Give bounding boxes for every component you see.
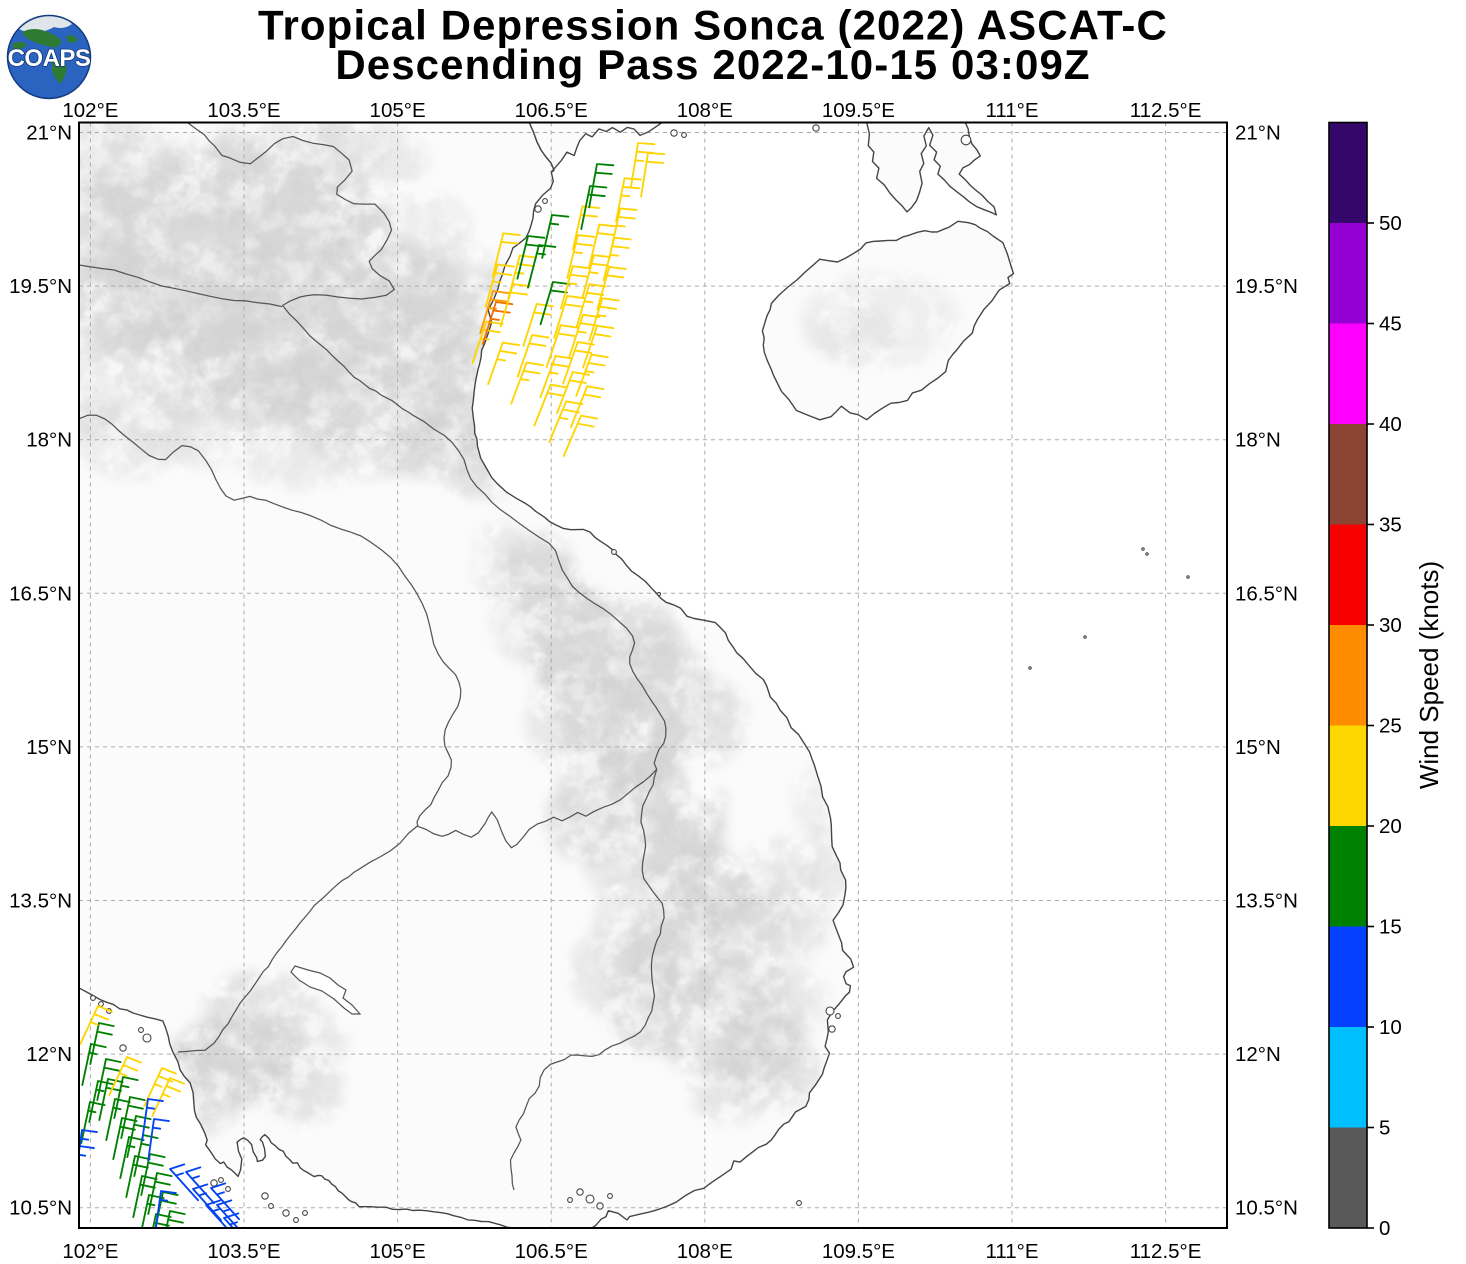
- svg-text:25: 25: [1379, 715, 1402, 738]
- svg-text:12°N: 12°N: [26, 1043, 72, 1066]
- svg-text:12°N: 12°N: [1235, 1043, 1281, 1066]
- svg-text:13.5°N: 13.5°N: [1235, 890, 1298, 913]
- svg-text:50: 50: [1379, 212, 1402, 235]
- svg-text:108°E: 108°E: [677, 99, 733, 122]
- svg-text:45: 45: [1379, 313, 1402, 336]
- svg-text:111°E: 111°E: [985, 1240, 1038, 1263]
- svg-text:103.5°E: 103.5°E: [207, 99, 280, 122]
- svg-text:0: 0: [1379, 1217, 1390, 1240]
- svg-text:112.5°E: 112.5°E: [1130, 99, 1202, 122]
- svg-text:COAPS: COAPS: [8, 45, 91, 72]
- svg-text:102°E: 102°E: [62, 99, 118, 122]
- svg-text:10: 10: [1379, 1016, 1402, 1039]
- svg-text:21°N: 21°N: [1235, 122, 1281, 145]
- svg-text:19.5°N: 19.5°N: [9, 275, 72, 298]
- svg-text:18°N: 18°N: [1235, 429, 1281, 452]
- svg-text:21°N: 21°N: [26, 122, 72, 145]
- svg-text:40: 40: [1379, 413, 1402, 436]
- svg-text:109.5°E: 109.5°E: [822, 1240, 895, 1263]
- svg-text:102°E: 102°E: [62, 1240, 118, 1263]
- svg-text:18°N: 18°N: [26, 429, 72, 452]
- svg-text:10.5°N: 10.5°N: [9, 1197, 72, 1220]
- svg-text:105°E: 105°E: [370, 1240, 426, 1263]
- svg-text:Wind Speed (knots): Wind Speed (knots): [1414, 561, 1444, 789]
- svg-text:108°E: 108°E: [677, 1240, 733, 1263]
- svg-text:Descending Pass 2022-10-15 03:: Descending Pass 2022-10-15 03:09Z: [335, 41, 1090, 88]
- svg-text:106.5°E: 106.5°E: [515, 99, 588, 122]
- svg-text:15°N: 15°N: [26, 736, 72, 759]
- svg-text:35: 35: [1379, 514, 1402, 537]
- svg-text:103.5°E: 103.5°E: [207, 1240, 280, 1263]
- svg-text:16.5°N: 16.5°N: [1235, 582, 1298, 605]
- svg-text:20: 20: [1379, 815, 1402, 838]
- svg-text:19.5°N: 19.5°N: [1235, 275, 1298, 298]
- svg-text:15°N: 15°N: [1235, 736, 1281, 759]
- svg-text:16.5°N: 16.5°N: [9, 582, 72, 605]
- svg-text:105°E: 105°E: [370, 99, 426, 122]
- svg-text:30: 30: [1379, 614, 1402, 637]
- svg-text:13.5°N: 13.5°N: [9, 890, 72, 913]
- svg-text:5: 5: [1379, 1117, 1390, 1140]
- svg-text:109.5°E: 109.5°E: [822, 99, 895, 122]
- svg-text:Tropical Depression Sonca (202: Tropical Depression Sonca (2022) ASCAT-C: [258, 2, 1168, 49]
- svg-text:106.5°E: 106.5°E: [515, 1240, 588, 1263]
- svg-text:112.5°E: 112.5°E: [1130, 1240, 1202, 1263]
- svg-text:111°E: 111°E: [985, 99, 1038, 122]
- svg-text:10.5°N: 10.5°N: [1235, 1197, 1298, 1220]
- svg-text:15: 15: [1379, 916, 1402, 939]
